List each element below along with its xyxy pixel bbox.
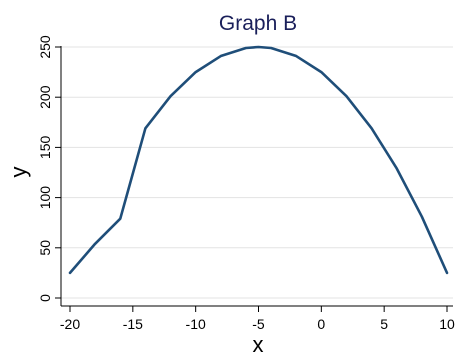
y-tick-label: 0 [37,294,53,302]
series [68,45,449,275]
y-tick-label: 200 [37,85,53,109]
x-tick-label: 5 [380,316,388,332]
y-ticks: 0 50 100 150 200 250 [37,35,61,302]
x-tick-label: 0 [317,316,325,332]
x-tick-label: 10 [439,316,455,332]
y-tick-label: 250 [37,35,53,59]
x-tick-label: -10 [186,316,206,332]
x-tick-label: -15 [123,316,143,332]
x-ticks: -20 -15 -10 -5 0 5 10 [60,306,455,332]
x-axis-label: x [253,332,264,356]
y-tick-label: 50 [37,240,53,256]
y-tick-label: 150 [37,136,53,160]
y-axis-label: y [6,167,31,178]
x-tick-label: -5 [252,316,265,332]
series-line [68,45,449,275]
y-tick-label: 100 [37,186,53,210]
x-tick-label: -20 [60,316,80,332]
grid [61,46,453,299]
chart-title: Graph B [219,12,297,35]
